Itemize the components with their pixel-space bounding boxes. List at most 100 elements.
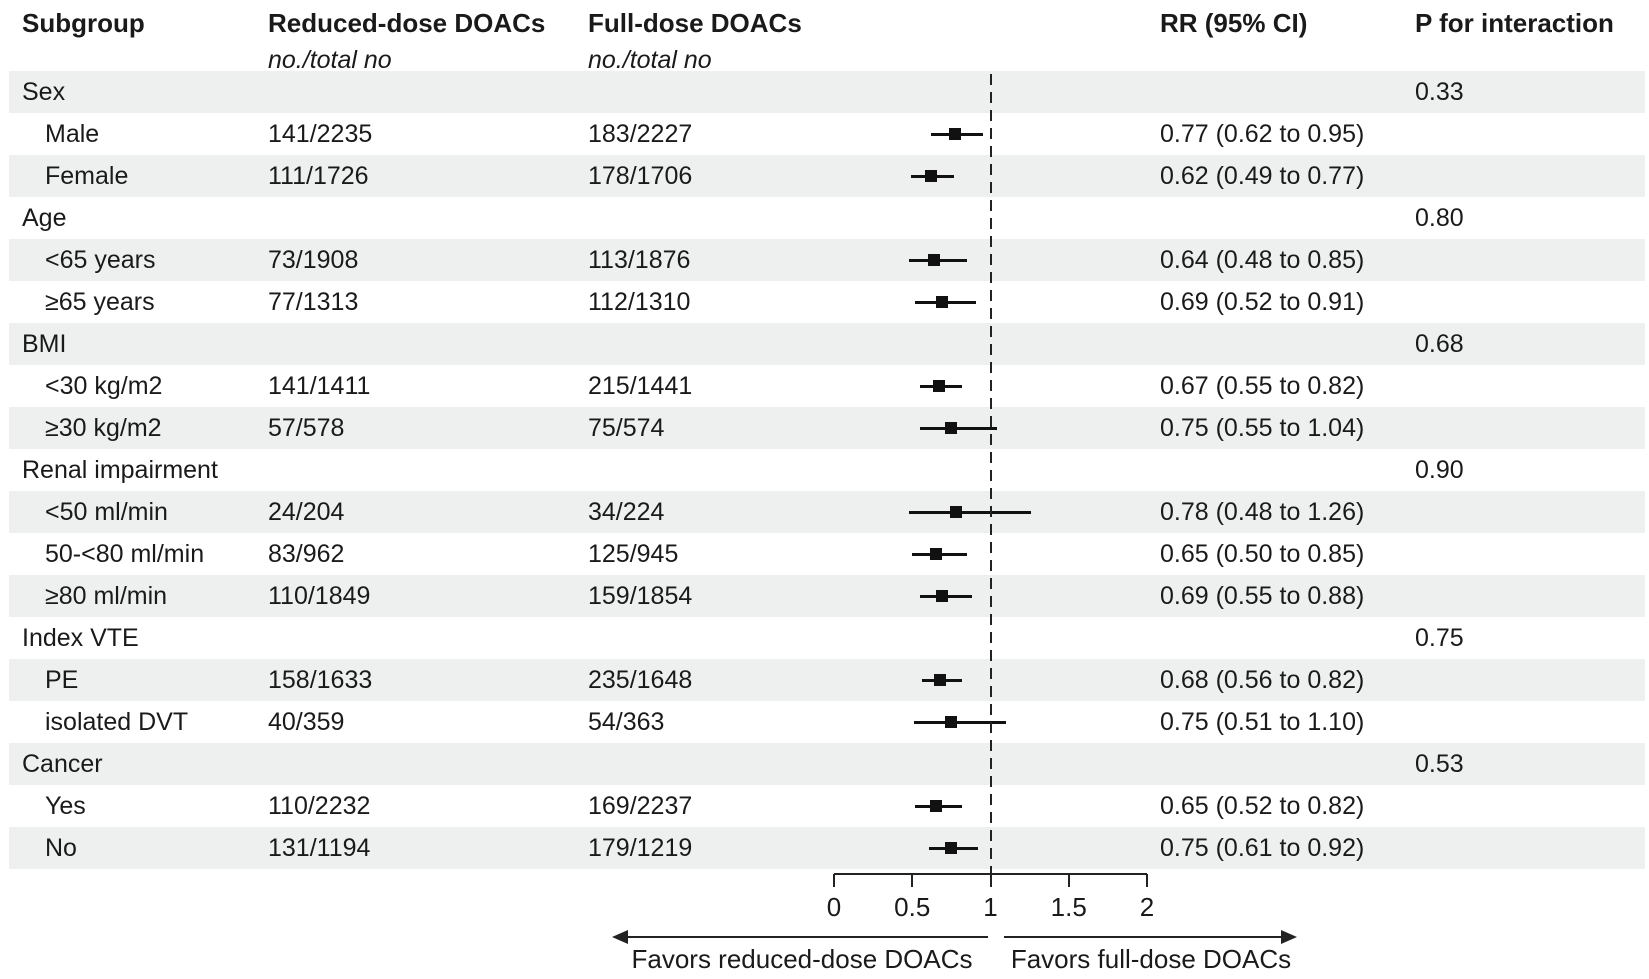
subgroup-item-label: <65 years [45,246,156,274]
reduced-dose-count: 110/1849 [268,582,371,610]
full-dose-count: 75/574 [588,414,665,442]
rr-ci-text: 0.75 (0.51 to 1.10) [1160,708,1365,736]
table-row: PE 158/1633 235/1648 0.68 (0.56 to 0.82) [0,659,1649,701]
full-dose-count: 112/1310 [588,288,691,316]
group-row: Index VTE 0.75 [0,617,1649,659]
table-row: ≥65 years 77/1313 112/1310 0.69 (0.52 to 0.… [0,281,1649,323]
reduced-dose-count: 131/1194 [268,834,371,862]
row-band [9,71,1645,113]
group-row: Renal impairment 0.90 [0,449,1649,491]
rr-ci-text: 0.67 (0.55 to 0.82) [1160,372,1365,400]
subgroup-item-label: Female [45,162,129,190]
column-subheader-full-units: no./total no [588,46,712,74]
full-dose-count: 159/1854 [588,582,693,610]
subgroup-group-label: Cancer [22,750,103,778]
subgroup-item-label: No [45,834,77,862]
rr-marker [948,128,961,140]
full-dose-count: 183/2227 [588,120,693,148]
subgroup-group-label: Index VTE [22,624,139,652]
subgroup-group-label: Sex [22,78,66,106]
reduced-dose-count: 24/204 [268,498,345,526]
reduced-dose-count: 57/578 [268,414,345,442]
rr-ci-text: 0.77 (0.62 to 0.95) [1160,120,1365,148]
table-row: Yes 110/2232 169/2237 0.65 (0.52 to 0.82) [0,785,1649,827]
axis-tick [989,874,992,887]
rr-marker [934,674,947,686]
reduced-dose-count: 73/1908 [268,246,359,274]
row-band [9,155,1645,197]
rr-marker [950,506,963,518]
subgroup-item-label: Male [45,120,100,148]
subgroup-item-label: ≥30 kg/m2 [45,414,162,442]
row-band [9,407,1645,449]
reference-line [989,74,992,873]
row-band [9,659,1645,701]
table-row: <30 kg/m2 141/1411 215/1441 0.67 (0.55 to 0… [0,365,1649,407]
full-dose-count: 215/1441 [588,372,693,400]
group-row: Cancer 0.53 [0,743,1649,785]
subgroup-item-label: PE [45,666,79,694]
rr-ci-text: 0.75 (0.55 to 1.04) [1160,414,1365,442]
p-interaction-value: 0.90 [1415,456,1464,484]
subgroup-item-label: <50 ml/min [45,498,168,526]
rr-marker [935,590,948,602]
rr-marker [929,800,942,812]
rr-marker [945,716,958,728]
table-row: Female 111/1726 178/1706 0.62 (0.49 to 0.77… [0,155,1649,197]
axis-tick-label: 1.5 [1050,892,1087,922]
subgroup-item-label: Yes [45,792,86,820]
favors-right-label: Favors full-dose DOACs [1010,944,1292,974]
rr-ci-text: 0.69 (0.52 to 0.91) [1160,288,1365,316]
rr-ci-text: 0.69 (0.55 to 0.88) [1160,582,1365,610]
axis-tick-label: 1 [983,892,998,922]
full-dose-count: 235/1648 [588,666,693,694]
favors-left-label: Favors reduced-dose DOACs [631,944,973,974]
axis-tick-label: 2 [1139,892,1155,922]
axis-tick [1067,874,1070,887]
axis-tick-label: 0.5 [894,892,931,922]
rr-marker [945,842,958,854]
table-row: <65 years 73/1908 113/1876 0.64 (0.48 to 0.… [0,239,1649,281]
reduced-dose-count: 77/1313 [268,288,359,316]
row-band [9,491,1645,533]
reduced-dose-count: 111/1726 [268,162,369,190]
rr-marker [925,170,938,182]
full-dose-count: 169/2237 [588,792,693,820]
p-interaction-value: 0.80 [1415,204,1464,232]
table-row: No 131/1194 179/1219 0.75 (0.61 to 0.92) [0,827,1649,869]
group-row: Age 0.80 [0,197,1649,239]
subgroup-item-label: isolated DVT [45,708,189,736]
reduced-dose-count: 141/1411 [268,372,371,400]
column-header-p-interaction: P for interaction [1415,8,1614,38]
rr-marker [945,422,958,434]
subgroup-item-label: ≥80 ml/min [45,582,168,610]
column-header-subgroup: Subgroup [22,8,145,38]
column-header-full-dose: Full-dose DOACs [588,8,802,38]
rr-ci-text: 0.68 (0.56 to 0.82) [1160,666,1365,694]
axis-tick [911,874,914,887]
p-interaction-value: 0.75 [1415,624,1464,652]
reduced-dose-count: 110/2232 [268,792,371,820]
rr-marker [935,296,948,308]
rr-ci-text: 0.75 (0.61 to 0.92) [1160,834,1365,862]
reduced-dose-count: 83/962 [268,540,345,568]
p-interaction-value: 0.68 [1415,330,1464,358]
rr-ci-text: 0.65 (0.50 to 0.85) [1160,540,1365,568]
column-header-rr-ci: RR (95% CI) [1160,8,1308,38]
axis-tick-label: 0 [826,892,842,922]
ci-line [920,426,997,430]
row-band [9,323,1645,365]
ci-line [913,720,1007,724]
axis-tick [1146,874,1148,887]
table-row: ≥80 ml/min 110/1849 159/1854 0.69 (0.55 to … [0,575,1649,617]
rr-marker [929,548,942,560]
reduced-dose-count: 158/1633 [268,666,373,694]
p-interaction-value: 0.33 [1415,78,1464,106]
table-row: ≥30 kg/m2 57/578 75/574 0.75 (0.55 to 1.04) [0,407,1649,449]
full-dose-count: 179/1219 [588,834,693,862]
full-dose-count: 113/1876 [588,246,691,274]
table-row: 50-<80 ml/min 83/962 125/945 0.65 (0.50 to … [0,533,1649,575]
rr-marker [932,380,945,392]
ci-line [909,510,1032,514]
